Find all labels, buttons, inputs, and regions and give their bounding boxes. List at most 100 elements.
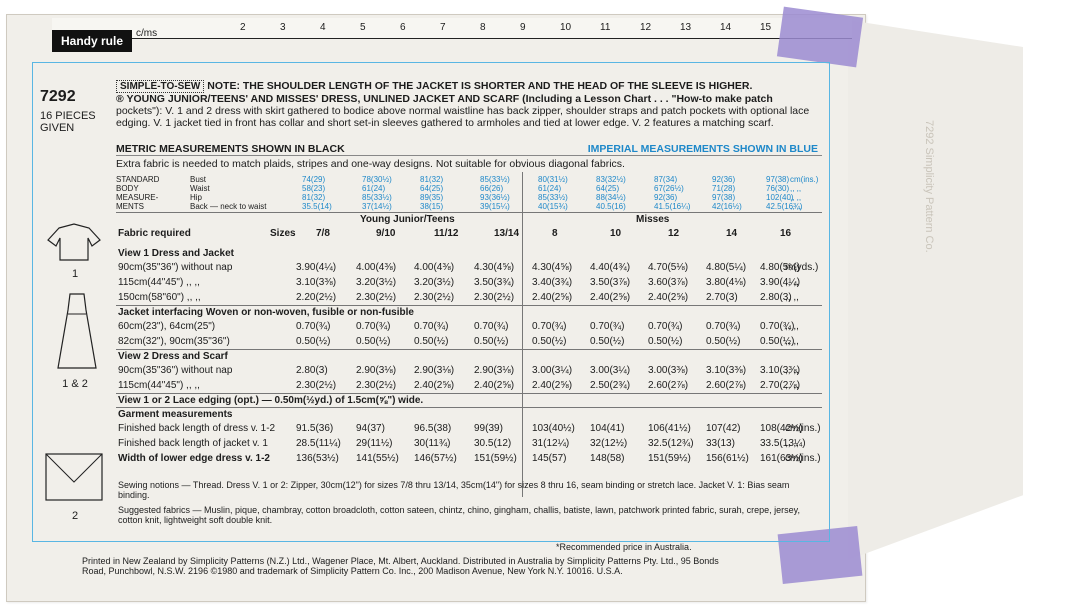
table-cell: 30(11¾) [414,438,451,449]
body-value: 38(15) [420,202,444,211]
body-value: 80(31½) [538,175,568,184]
table-cell: 0.70(¾) [356,321,391,332]
table-row-label: View 1 Dress and Jacket [118,248,234,259]
sizes-label: Sizes [270,228,296,239]
ruler-tick: 15 [760,22,772,33]
table-cell: 3.20(3½) [356,277,397,288]
table-row-label: Width of lower edge dress v. 1-2 [118,453,270,464]
table-cell: 0.70(¾) [760,321,795,332]
table-cell: 103(40½) [532,423,575,434]
group-misses: Misses [636,214,670,225]
body-value: 71(28) [712,184,736,193]
table-unit: ,, ,, [785,292,799,303]
table-cell: 33.5(13¼) [760,438,806,449]
view-2-label: 2 [71,510,79,522]
table-unit: ,, ,, [785,438,799,449]
table-cell: 3.00(3¼) [532,365,573,376]
printed-info: Printed in New Zealand by Simplicity Pat… [82,556,719,576]
table-cell: 0.50(½) [414,336,449,347]
table-cell: 32.5(12¾) [648,438,694,449]
table-cell: 29(11½) [356,438,393,449]
table-row-label: View 2 Dress and Scarf [118,351,228,362]
body-value: 42(16½) [712,202,742,211]
body-value: 74(29) [302,175,326,184]
ruler [52,18,852,39]
table-cell: 0.70(¾) [648,321,683,332]
table-cell: 2.40(2⅝) [414,380,455,391]
table-cell: 2.30(2½) [356,380,397,391]
table-cell: 99(39) [474,423,503,434]
table-cell: 32(12½) [590,438,628,449]
dress-illustration [57,293,97,369]
body-value: 81(32) [302,193,326,202]
table-cell: 148(58) [590,453,625,464]
flap-text: 7292 Simplicity Pattern Co. [923,120,935,253]
table-cell: 0.70(¾) [474,321,509,332]
table-cell: 0.50(½) [532,336,567,347]
table-cell: 4.40(4¾) [590,262,631,273]
table-cell: 0.50(½) [356,336,391,347]
table-cell: 2.40(2⅝) [532,380,573,391]
body-unit: ,, ,, [790,184,802,193]
ruler-tick: 10 [560,22,572,33]
body-value: 97(38) [766,175,790,184]
simple-to-sew-logo: SIMPLE-TO-SEW [116,80,205,93]
body-value: 85(33½) [362,193,392,202]
ruler-tick: 14 [720,22,732,33]
body-value: 61(24) [362,184,386,193]
table-cell: 2.40(2⅝) [590,292,631,303]
sewing-notions: Sewing notions — Thread. Dress V. 1 or 2… [118,480,790,500]
table-row-label: Finished back length of jacket v. 1 [118,438,268,449]
table-cell: 2.30(2½) [356,292,397,303]
size-header: 13/14 [494,228,520,239]
body-item: Hip [190,193,203,202]
body-unit: cm(ins.) [790,175,819,184]
table-cell: 2.30(2½) [414,292,455,303]
table-row-label: 90cm(35"36") without nap [118,262,233,273]
table-cell: 104(41) [590,423,625,434]
table-cell: 3.90(4¼) [296,262,337,273]
ruler-tick: 3 [280,22,286,33]
body-value: 64(25) [596,184,620,193]
ruler-unit: c/ms [136,28,158,39]
table-unit: ,, ,, [785,380,799,391]
metric-label: METRIC MEASUREMENTS SHOWN IN BLACK [116,143,345,155]
table-cell: 3.40(3¾) [532,277,573,288]
body-unit: ,, ,, [790,202,802,211]
body-value: 89(35) [420,193,444,202]
body-value: 93(36½) [480,193,510,202]
table-row-label: 115cm(44"45") ,, ,, [118,277,200,288]
table-cell: 0.50(½) [590,336,625,347]
table-cell: 146(57½) [414,453,457,464]
table-unit: ,, ,, [785,321,799,332]
table-cell: 31(12¼) [532,438,570,449]
table-unit: cm(ins.) [785,453,821,464]
body-unit: ,, ,, [790,193,802,202]
table-unit: ,, ,, [785,277,799,288]
table-cell: 96.5(38) [414,423,452,434]
ruler-tick: 4 [320,22,326,33]
table-cell: 3.10(3⅜) [760,365,801,376]
table-row-label: 60cm(23"), 64cm(25") [118,321,216,332]
table-cell: 30.5(12) [474,438,512,449]
jacket-illustration [47,223,101,261]
table-unit: ,, ,, [785,365,799,376]
body-label: MENTS [116,202,144,211]
table-cell: 3.80(4⅛) [706,277,747,288]
envelope-back [6,14,866,602]
body-value: 76(30) [766,184,790,193]
body-value: 42.5(16¾) [766,202,803,211]
table-cell: 108(42½) [760,423,803,434]
body-value: 102(40) [766,193,794,202]
view-1-label: 1 [71,268,79,280]
body-value: 78(30½) [362,175,392,184]
body-label: STANDARD [116,175,160,184]
imperial-label: IMPERIAL MEASUREMENTS SHOWN IN BLUE [587,143,818,155]
table-cell: 3.60(3⅞) [648,277,689,288]
table-row-label: 150cm(58"60") ,, ,, [118,292,201,303]
table-cell: 141(55½) [356,453,399,464]
pieces-given: 16 PIECES GIVEN [40,110,96,134]
ruler-tick: 5 [360,22,366,33]
body-value: 37(14½) [362,202,392,211]
table-cell: 0.50(½) [296,336,331,347]
